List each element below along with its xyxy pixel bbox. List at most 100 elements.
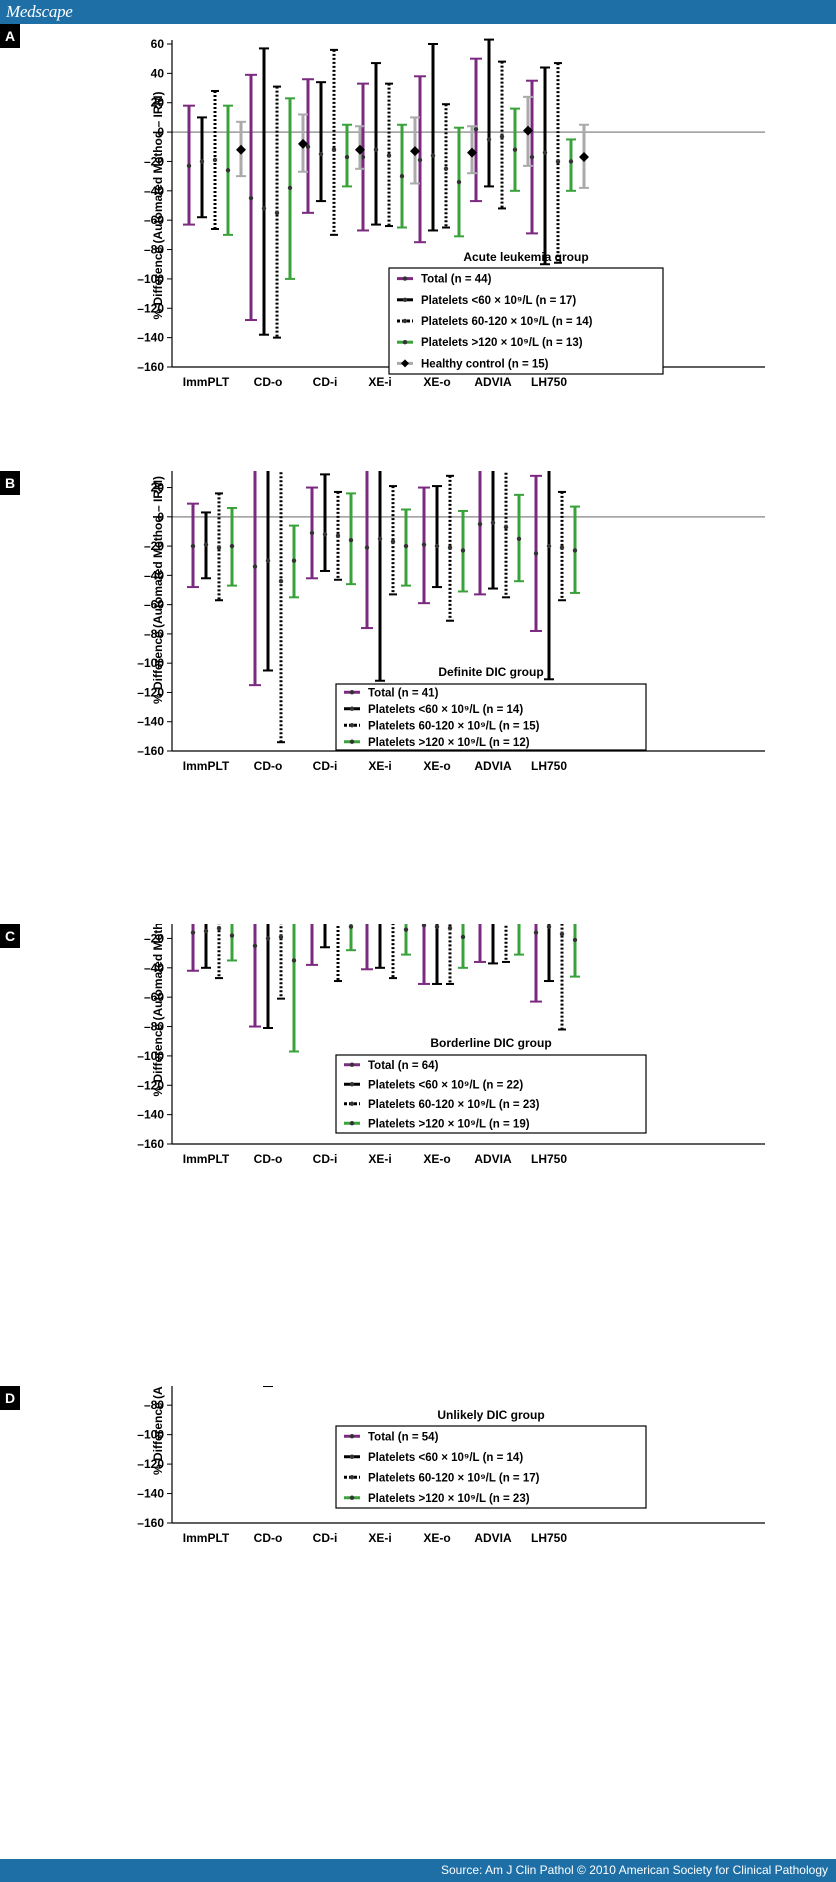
mean-marker [456, 179, 462, 185]
error-bar [418, 486, 430, 605]
legend-label: Total (n = 64) [368, 1060, 439, 1072]
error-bar [306, 486, 318, 580]
error-bar [544, 471, 554, 681]
mean-marker [291, 558, 297, 563]
error-bar [245, 73, 257, 322]
error-bar [414, 75, 426, 244]
legend-label: Platelets 60-120 × 10⁹/L (n = 23) [368, 1099, 540, 1111]
y-tick-label: –20 [144, 539, 164, 553]
error-bar [446, 924, 454, 985]
y-tick-label: –120 [137, 301, 164, 315]
mean-marker [190, 930, 196, 935]
error-bar [197, 116, 207, 219]
x-tick-label: XE-i [368, 375, 391, 389]
mean-marker [248, 195, 254, 201]
panel-label: B [0, 471, 20, 495]
mean-marker [579, 152, 589, 163]
mean-marker [216, 545, 222, 550]
mean-marker [546, 543, 552, 549]
x-tick-label: LH750 [531, 1531, 567, 1545]
legend-marker [349, 1062, 355, 1067]
mean-marker [278, 579, 284, 584]
panel-label: C [0, 924, 20, 948]
mean-marker [344, 154, 350, 160]
y-tick-label: –40 [144, 961, 164, 975]
error-bar [488, 924, 498, 965]
legend-box [335, 683, 647, 751]
x-tick-label: CD-i [313, 1531, 338, 1545]
error-bar [432, 924, 442, 985]
error-bar [211, 89, 219, 230]
error-bar [346, 492, 356, 586]
error-bar [223, 104, 233, 236]
panel-label: A [0, 24, 20, 48]
error-bar [259, 47, 269, 336]
error-bar [474, 471, 486, 596]
legend-marker [349, 1454, 355, 1459]
legend-label: Total (n = 54) [368, 1431, 439, 1443]
mean-marker [225, 168, 231, 173]
mean-marker [499, 134, 505, 139]
legend-marker [349, 1434, 355, 1439]
mean-marker [403, 927, 409, 932]
mean-marker [236, 144, 246, 155]
error-bar [530, 474, 542, 632]
mean-marker [265, 558, 271, 563]
chart-title: Acute leukemia group [463, 250, 588, 264]
header-bar: Medscape [0, 0, 836, 24]
error-bar [227, 924, 237, 962]
mean-marker [305, 144, 311, 149]
mean-marker [421, 924, 427, 928]
x-tick-label: CD-o [254, 759, 283, 773]
error-bar [330, 48, 338, 236]
legend-label: Platelets 60-120 × 10⁹/L (n = 15) [368, 720, 540, 732]
mean-marker [335, 533, 341, 539]
error-bar [470, 57, 482, 203]
y-tick-label: –160 [137, 360, 164, 374]
y-tick-label: 0 [157, 510, 164, 524]
mean-marker [252, 564, 258, 569]
mean-marker [291, 958, 297, 963]
legend-label: Platelets >120 × 10⁹/L (n = 12) [368, 737, 530, 749]
mean-marker [430, 153, 436, 158]
mean-marker [434, 543, 440, 549]
legend-box [388, 267, 664, 375]
mean-marker [365, 924, 369, 925]
mean-marker [265, 936, 271, 941]
y-tick-label: –80 [144, 627, 164, 641]
y-tick-label: –100 [137, 1049, 164, 1063]
error-bar [371, 62, 381, 226]
chart-a: 60 40 20 0 –20 –40 –60 –80 –100 –120 –140 –160 % Dif… [137, 37, 765, 389]
y-tick-label: –120 [137, 1078, 164, 1092]
mean-marker [331, 147, 337, 152]
error-bar [401, 508, 411, 587]
error-bar [187, 924, 199, 972]
mean-marker [473, 126, 479, 132]
mean-marker [555, 159, 561, 164]
y-tick-label: –140 [137, 715, 164, 729]
y-axis-label: % Difference (Automated Method – IRM) [151, 1386, 165, 1475]
error-bar [263, 924, 273, 1030]
error-bar [201, 511, 211, 580]
error-bar [432, 485, 442, 589]
error-bar [467, 125, 477, 175]
y-tick-label: –160 [137, 1137, 164, 1151]
y-tick-label: –100 [137, 656, 164, 670]
error-bar [570, 505, 580, 594]
error-bar [579, 123, 589, 189]
error-bar [285, 97, 295, 280]
mean-marker [199, 159, 205, 164]
mean-marker [309, 530, 315, 536]
y-tick-label: 20 [151, 481, 165, 495]
x-tick-label: XE-o [423, 759, 450, 773]
error-bar [361, 471, 373, 630]
panel-label: D [0, 1386, 20, 1410]
legend-label: Platelets >120 × 10⁹/L (n = 23) [368, 1493, 530, 1505]
error-bar [320, 473, 330, 572]
chart-title: Unlikely DIC group [437, 1408, 544, 1422]
error-bar [289, 524, 299, 599]
x-tick-label: XE-o [423, 1531, 450, 1545]
